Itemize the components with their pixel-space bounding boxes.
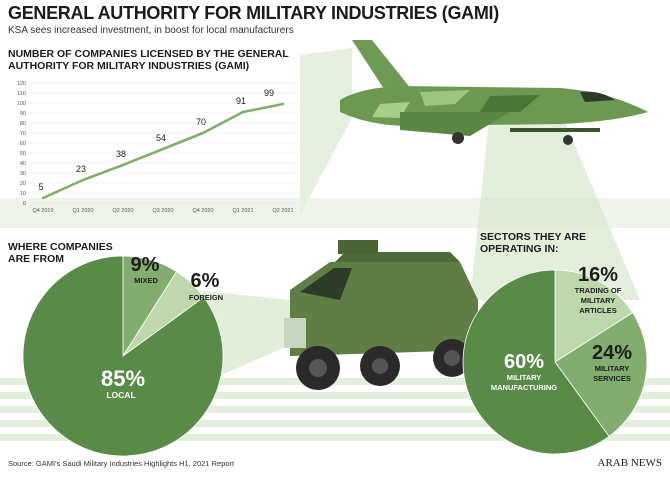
pie-label-services-1: MILITARY [595,364,630,373]
data-label: 99 [264,88,274,98]
right-beam [470,110,640,300]
data-label: 5 [38,182,43,192]
pie-slice-trading [554,269,634,363]
data-point [121,163,125,167]
x-tick-label: Q2 2020 [112,208,133,214]
data-label: 70 [196,117,206,127]
x-tick-label: Q1 2021 [232,208,253,214]
data-label: 23 [76,164,86,174]
data-point [41,196,45,200]
vehicle-turret [338,240,378,254]
y-tick-label: 120 [17,81,26,87]
pie-label-trading-2: MILITARY [581,296,616,305]
left-pie-title: WHERE COMPANIES ARE FROM [8,241,113,265]
y-tick-label: 40 [20,161,26,167]
chart-beam [300,48,352,215]
pie-label-foreign: FOREIGN [189,293,223,302]
brand-logo: ARAB NEWS [597,457,662,469]
jet-wing [400,112,510,136]
x-tick-label: Q1 2020 [72,208,93,214]
pie-slice-services [554,312,648,437]
y-tick-label: 90 [20,111,26,117]
pie-slice-local [22,255,224,457]
data-point [201,131,205,135]
vehicle-grille [284,318,306,348]
jet-wheel-2 [563,135,573,145]
y-tick-label: 10 [20,191,26,197]
jet-tail-fin [352,40,412,95]
pie-label-trading-1: TRADING OF [575,286,622,295]
pie-label-local: LOCAL [106,390,135,400]
page-subtitle: KSA sees increased investment, in boost … [8,25,294,36]
jet-camo-2 [480,95,540,112]
pie-label-services-2: SERVICES [593,374,631,383]
source-note: Source: GAMI's Saudi Military Industries… [8,459,235,468]
y-tick-label: 50 [20,151,26,157]
pie-pct-manufacturing: 60% [504,351,544,373]
pie-label-trading-3: ARTICLES [579,306,617,315]
pie-pct-foreign: 6% [191,270,220,292]
pie-label-manufacturing-1: MILITARY [507,373,542,382]
line-chart-title: NUMBER OF COMPANIES LICENSED BY THE GENE… [8,48,289,72]
x-tick-label: Q4 2019 [32,208,53,214]
jet-cockpit [580,91,615,102]
pie-pct-services: 24% [592,342,632,364]
jet-camo-1 [420,90,470,106]
y-tick-label: 100 [17,101,26,107]
right-pie-title: SECTORS THEY ARE OPERATING IN: [480,231,586,255]
y-tick-label: 60 [20,141,26,147]
y-tick-label: 20 [20,181,26,187]
pie-pct-local: 85% [101,366,145,391]
pie-label-mixed: MIXED [134,276,158,285]
data-point [161,147,165,151]
pie-slice-manufacturing [462,269,610,455]
x-tick-label: Q4 2020 [192,208,213,214]
vehicle-roof [335,252,460,262]
data-point [81,178,85,182]
x-tick-label: Q3 2020 [152,208,173,214]
data-label: 91 [236,96,246,106]
data-label: 38 [116,149,126,159]
pie-label-manufacturing-2: MANUFACTURING [491,383,557,392]
data-label: 54 [156,133,166,143]
y-tick-label: 70 [20,131,26,137]
page-title: GENERAL AUTHORITY FOR MILITARY INDUSTRIE… [8,3,499,23]
y-tick-label: 30 [20,171,26,177]
x-tick-label: Q2 2021 [272,208,293,214]
y-tick-label: 80 [20,121,26,127]
y-tick-label: 0 [23,201,26,207]
pie-pct-mixed: 9% [131,254,160,276]
data-point [241,110,245,114]
jet-wheel-1 [452,132,464,144]
y-tick-label: 110 [17,91,26,97]
jet-missile [510,128,600,132]
vehicle-windshield [300,268,352,300]
data-point [281,102,285,106]
pie-pct-trading: 16% [578,264,618,286]
